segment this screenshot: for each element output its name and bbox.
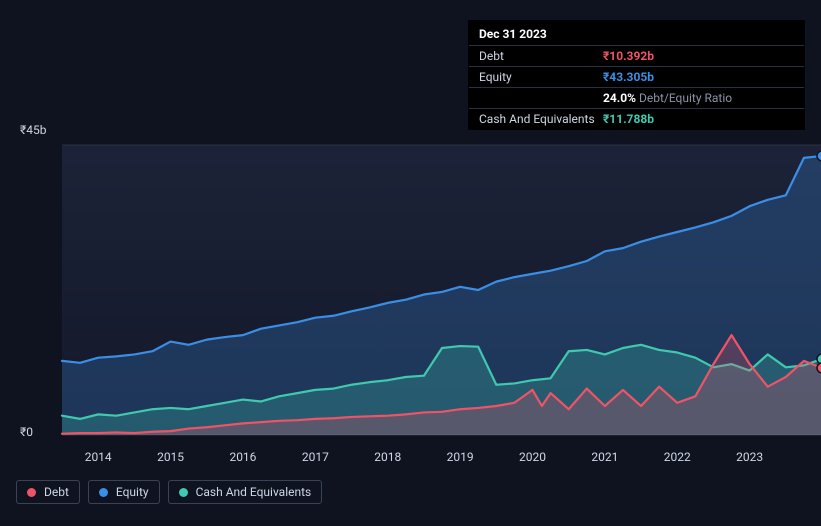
x-axis-tick: 2022 — [664, 450, 691, 464]
tooltip: Dec 31 2023 Debt ₹10.392b Equity ₹43.305… — [468, 20, 805, 130]
tooltip-label: Debt — [479, 49, 603, 63]
x-axis-tick: 2014 — [85, 450, 112, 464]
y-axis-label-max: ₹45b — [20, 123, 46, 137]
tooltip-value: ₹43.305b — [603, 70, 654, 84]
chart-area[interactable]: ₹45b ₹0 2014 2015 2016 2017 2018 2019 2020 2021… — [16, 115, 806, 510]
tooltip-label: Equity — [479, 70, 603, 84]
legend-item-cash[interactable]: Cash And Equivalents — [168, 480, 323, 504]
legend-item-debt[interactable]: Debt — [16, 480, 80, 504]
legend-dot-icon — [99, 488, 108, 497]
x-axis-tick: 2021 — [591, 450, 618, 464]
x-axis-tick: 2019 — [447, 450, 474, 464]
legend: Debt Equity Cash And Equivalents — [16, 480, 322, 504]
tooltip-date: Dec 31 2023 — [469, 21, 804, 45]
chart-svg — [16, 115, 821, 445]
x-axis-labels: 2014 2015 2016 2017 2018 2019 2020 2021 2022 2023 — [62, 450, 821, 470]
legend-label: Equity — [116, 485, 149, 499]
x-axis-tick: 2015 — [157, 450, 184, 464]
legend-label: Cash And Equivalents — [196, 485, 312, 499]
tooltip-value: ₹10.392b — [603, 49, 654, 63]
x-axis-tick: 2017 — [302, 450, 329, 464]
legend-dot-icon — [179, 488, 188, 497]
y-axis-label-zero: ₹0 — [20, 425, 33, 439]
tooltip-row-debt: Debt ₹10.392b — [469, 45, 804, 66]
legend-label: Debt — [44, 485, 69, 499]
legend-dot-icon — [27, 488, 36, 497]
x-axis-tick: 2023 — [736, 450, 763, 464]
legend-item-equity[interactable]: Equity — [88, 480, 160, 504]
tooltip-row-ratio: 24.0% Debt/Equity Ratio — [469, 87, 804, 108]
x-axis-tick: 2020 — [519, 450, 546, 464]
tooltip-label — [479, 91, 603, 105]
x-axis-tick: 2018 — [374, 450, 401, 464]
x-axis-tick: 2016 — [229, 450, 256, 464]
tooltip-value: 24.0% Debt/Equity Ratio — [603, 91, 732, 105]
tooltip-row-equity: Equity ₹43.305b — [469, 66, 804, 87]
